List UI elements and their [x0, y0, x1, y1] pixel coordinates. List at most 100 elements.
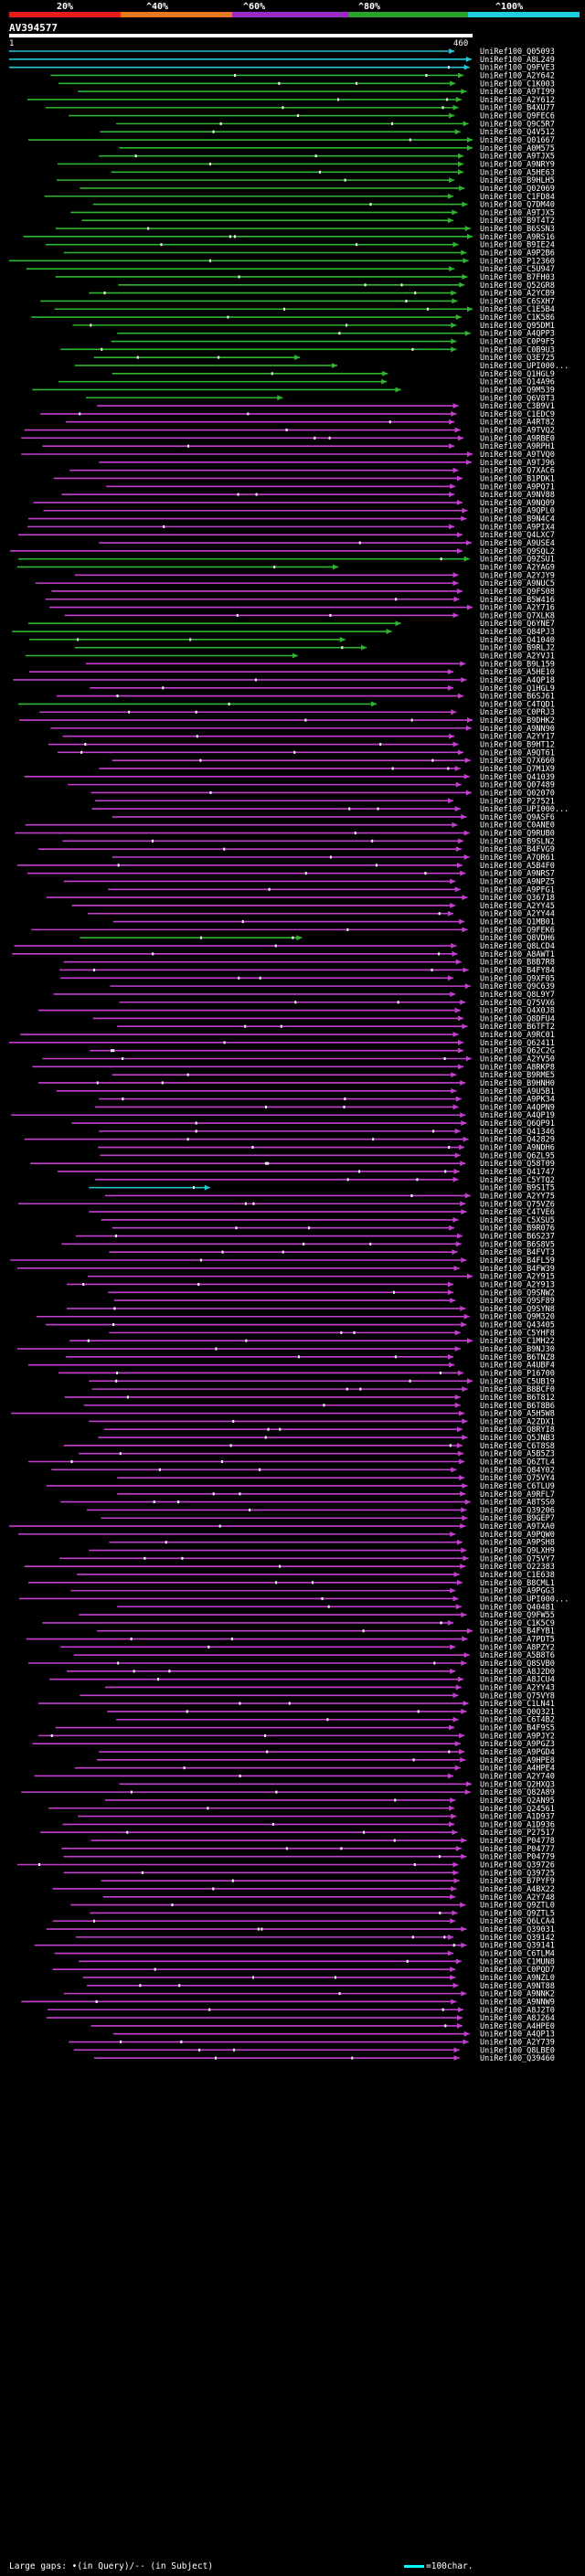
hit-row[interactable]: UniRef100_A9PSH8: [109, 1539, 555, 1548]
hit-accession[interactable]: UniRef100_Q02069: [480, 185, 555, 194]
hit-accession[interactable]: UniRef100_B9GEP7: [480, 1514, 555, 1523]
hit-accession[interactable]: UniRef100_B9N4C4: [480, 515, 555, 525]
hit-row[interactable]: UniRef100_Q6ZL95: [100, 1151, 555, 1161]
hit-accession[interactable]: UniRef100_Q8LBE0: [480, 2046, 555, 2055]
hit-accession[interactable]: UniRef100_A2YY44: [480, 910, 555, 919]
hit-row[interactable]: UniRef100_A2Y739: [69, 2039, 555, 2048]
hit-row[interactable]: UniRef100_Q52GR8: [118, 281, 555, 291]
hit-row[interactable]: UniRef100_B4FVG9: [38, 845, 555, 854]
hit-row[interactable]: UniRef100_Q7XAC6: [69, 467, 555, 476]
hit-accession[interactable]: UniRef100_P04779: [480, 1853, 555, 1862]
hit-row[interactable]: UniRef100_Q5JNB3: [98, 1434, 555, 1443]
hit-accession[interactable]: UniRef100_C5XSU5: [480, 1216, 555, 1225]
hit-accession[interactable]: UniRef100_A9PSH8: [480, 1539, 555, 1548]
hit-row[interactable]: UniRef100_A9NT88: [87, 1982, 555, 1991]
hit-accession[interactable]: UniRef100_C1K586: [480, 313, 555, 323]
hit-accession[interactable]: UniRef100_B6SJ61: [480, 693, 555, 702]
hit-row[interactable]: UniRef100_P04777: [61, 1845, 555, 1854]
hit-accession[interactable]: UniRef100_Q9FEC6: [480, 112, 555, 122]
hit-accession[interactable]: UniRef100_B6SSN3: [480, 225, 555, 234]
hit-accession[interactable]: UniRef100_Q43405: [480, 1321, 555, 1330]
hit-accession[interactable]: UniRef100_Q9ZTL0: [480, 1902, 555, 1911]
hit-accession[interactable]: UniRef100_Q40481: [480, 1603, 555, 1612]
hit-row[interactable]: UniRef100_A9PGD4: [99, 1748, 555, 1757]
hit-row[interactable]: UniRef100_Q9SNW2: [108, 1288, 555, 1298]
hit-row[interactable]: UniRef100_A9NPZ5: [63, 877, 555, 886]
hit-row[interactable]: UniRef100_A9PK34: [99, 1096, 555, 1105]
hit-accession[interactable]: UniRef100_A2YV50: [480, 1055, 555, 1065]
hit-row[interactable]: UniRef100_Q9M320: [36, 1313, 555, 1322]
hit-row[interactable]: UniRef100_Q40481: [117, 1603, 555, 1612]
hit-row[interactable]: UniRef100_B1PDK1: [53, 474, 555, 483]
hit-row[interactable]: UniRef100_A8J264: [46, 2014, 555, 2023]
hit-row[interactable]: UniRef100_A5B5Z3: [79, 1450, 555, 1459]
hit-accession[interactable]: UniRef100_Q4V512: [480, 128, 555, 137]
hit-accession[interactable]: UniRef100_A9PGD4: [480, 1748, 555, 1757]
hit-row[interactable]: UniRef100_A9PGZ3: [32, 1740, 555, 1749]
hit-accession[interactable]: UniRef100_B6T8B6: [480, 1402, 555, 1411]
hit-row[interactable]: UniRef100_A9NDH6: [98, 1144, 555, 1153]
hit-accession[interactable]: UniRef100_Q7X660: [480, 757, 555, 766]
hit-row[interactable]: UniRef100_Q4V512: [100, 128, 555, 137]
hit-row[interactable]: UniRef100_B8B7R8: [63, 959, 555, 968]
hit-row[interactable]: UniRef100_P16700: [58, 1369, 555, 1378]
hit-accession[interactable]: UniRef100_A9U5B1: [480, 1087, 555, 1097]
hit-row[interactable]: UniRef100_C6T4B2: [116, 1716, 555, 1725]
hit-row[interactable]: UniRef100_B8BCF0: [91, 1385, 555, 1394]
hit-row[interactable]: UniRef100_A8TSS0: [60, 1499, 555, 1508]
hit-accession[interactable]: UniRef100_C1MH22: [480, 1337, 555, 1346]
hit-accession[interactable]: UniRef100_B4FL59: [480, 1256, 555, 1266]
hit-row[interactable]: UniRef100_C0PRJ3: [39, 708, 555, 717]
hit-accession[interactable]: UniRef100_Q4LXC7: [480, 531, 555, 540]
hit-row[interactable]: UniRef100_Q9FVE3: [9, 64, 555, 73]
hit-row[interactable]: UniRef100_A9RC01: [20, 1031, 555, 1040]
hit-accession[interactable]: UniRef100_B5W416: [480, 596, 555, 605]
hit-row[interactable]: UniRef100_B7FH03: [55, 273, 555, 282]
hit-accession[interactable]: UniRef100_Q9M539: [480, 386, 555, 395]
hit-accession[interactable]: UniRef100_A8J264: [480, 2014, 555, 2023]
hit-row[interactable]: UniRef100_A9NUC5: [35, 579, 555, 588]
hit-accession[interactable]: UniRef100_A2YY45: [480, 902, 555, 911]
hit-row[interactable]: UniRef100_Q62C2G: [90, 1047, 555, 1056]
hit-row[interactable]: UniRef100_Q84Y02: [51, 1466, 555, 1475]
hit-accession[interactable]: UniRef100_B4FY84: [480, 966, 555, 975]
hit-row[interactable]: UniRef100_B9HLH5: [56, 176, 555, 186]
hit-row[interactable]: UniRef100_A2YY75: [104, 1192, 555, 1201]
hit-row[interactable]: UniRef100_Q7X660: [112, 757, 555, 766]
hit-accession[interactable]: UniRef100_Q52GR8: [480, 281, 555, 291]
hit-row[interactable]: UniRef100_B6S237: [75, 1233, 555, 1242]
hit-accession[interactable]: UniRef100_A4RT82: [480, 419, 555, 428]
hit-row[interactable]: UniRef100_Q4LXC7: [17, 531, 555, 540]
hit-accession[interactable]: UniRef100_A2YY75: [480, 1192, 555, 1201]
hit-row[interactable]: UniRef100_A9QPL0: [43, 507, 555, 516]
hit-row[interactable]: UniRef100_Q9SYN8: [66, 1305, 555, 1314]
hit-row[interactable]: UniRef100_UPI000...: [91, 805, 569, 814]
hit-accession[interactable]: UniRef100_A9NNW9: [480, 1998, 555, 2007]
hit-row[interactable]: UniRef100_Q41040: [29, 636, 555, 645]
hit-row[interactable]: UniRef100_A1D936: [62, 1820, 555, 1829]
hit-accession[interactable]: UniRef100_A9QT61: [480, 748, 555, 758]
hit-row[interactable]: UniRef100_C1K003: [58, 80, 555, 89]
hit-accession[interactable]: UniRef100_A2Y642: [480, 71, 555, 80]
hit-accession[interactable]: UniRef100_A9PJY2: [480, 1732, 555, 1741]
hit-row[interactable]: UniRef100_B9SLN2: [62, 837, 555, 846]
hit-row[interactable]: UniRef100_A5HE10: [29, 668, 555, 677]
hit-row[interactable]: UniRef100_Q9FEK6: [31, 926, 555, 935]
hit-accession[interactable]: UniRef100_A9PK34: [480, 1096, 555, 1105]
hit-accession[interactable]: UniRef100_A8L249: [480, 56, 555, 65]
hit-row[interactable]: UniRef100_B7PYF9: [101, 1877, 555, 1886]
hit-row[interactable]: UniRef100_A9P2B6: [63, 249, 555, 259]
hit-row[interactable]: UniRef100_Q9ZTL0: [70, 1902, 555, 1911]
hit-row[interactable]: UniRef100_B8CML1: [27, 1579, 555, 1588]
hit-accession[interactable]: UniRef100_A2YJY9: [480, 571, 555, 580]
hit-accession[interactable]: UniRef100_B8BCF0: [480, 1385, 555, 1394]
hit-row[interactable]: UniRef100_A2Y915: [88, 1273, 555, 1282]
hit-row[interactable]: UniRef100_UPI000...: [74, 362, 569, 371]
hit-row[interactable]: UniRef100_Q36718: [46, 894, 555, 903]
hit-accession[interactable]: UniRef100_A4QP13: [480, 2030, 555, 2040]
hit-row[interactable]: UniRef100_C4TVE6: [89, 1208, 555, 1217]
hit-accession[interactable]: UniRef100_Q4X0J8: [480, 1007, 555, 1016]
hit-accession[interactable]: UniRef100_Q75VY7: [480, 1554, 555, 1564]
hit-row[interactable]: UniRef100_A9TVQ2: [24, 427, 555, 436]
hit-row[interactable]: UniRef100_B9T4T2: [81, 217, 555, 226]
